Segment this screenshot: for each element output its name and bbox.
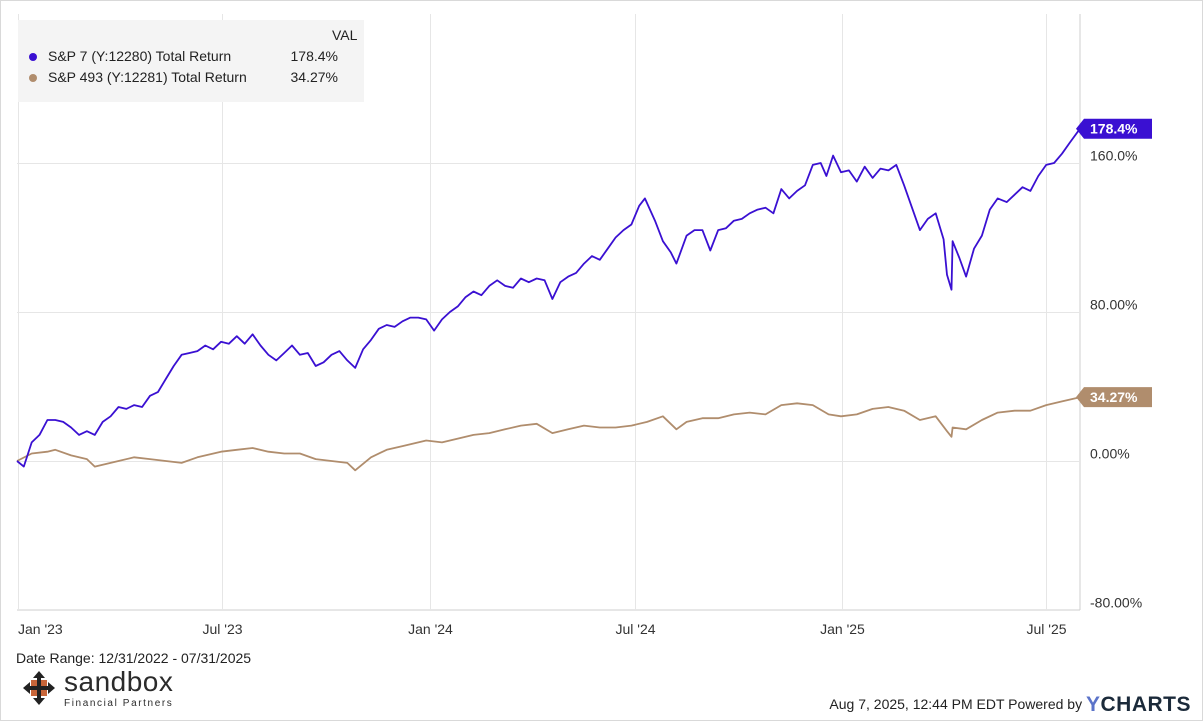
legend-entry-name: S&P 493 (Y:12281) Total Return xyxy=(48,69,247,85)
y-tick-label: -80.00% xyxy=(1090,595,1142,611)
x-axis: Jan '23 Jul '23 Jan '24 Jul '24 Jan '25 Jul '… xyxy=(18,621,1067,637)
series-line xyxy=(16,128,1081,468)
timestamp-text: Aug 7, 2025, 12:44 PM EDT Powered by xyxy=(829,696,1083,712)
x-tick-label: Jul '24 xyxy=(615,621,655,637)
series-lines xyxy=(16,128,1081,472)
footer-attribution: Aug 7, 2025, 12:44 PM EDT Powered by YCH… xyxy=(829,693,1191,717)
legend-entry-value: 34.27% xyxy=(290,69,338,85)
end-value-label: 178.4% xyxy=(1090,121,1138,137)
end-value-badge xyxy=(1076,387,1152,408)
end-value-label: 34.27% xyxy=(1090,389,1138,405)
x-tick-label: Jul '25 xyxy=(1026,621,1066,637)
legend-header: VAL xyxy=(332,27,358,43)
legend-entry-name: S&P 7 (Y:12280) Total Return xyxy=(48,48,232,64)
x-tick-label: Jul '23 xyxy=(202,621,242,637)
x-tick-label: Jan '25 xyxy=(820,621,865,637)
legend-dot-icon xyxy=(29,74,37,82)
brand-name: sandbox xyxy=(64,666,174,697)
end-value-badge xyxy=(1076,118,1152,139)
legend-entry-sp7[interactable]: S&P 7 (Y:12280) Total Return 178.4% xyxy=(18,48,364,68)
legend-entry-sp493[interactable]: S&P 493 (Y:12281) Total Return 34.27% xyxy=(18,69,364,89)
ycharts-logo-y: Y xyxy=(1085,693,1101,716)
date-range-text: Date Range: 12/31/2022 - 07/31/2025 xyxy=(16,650,252,666)
y-tick-label: 80.00% xyxy=(1090,297,1137,313)
legend-entry-value: 178.4% xyxy=(290,48,338,64)
end-labels: 178.4% 34.27% xyxy=(1076,118,1152,408)
legend-dot-icon xyxy=(29,53,37,61)
y-tick-label: 160.0% xyxy=(1090,148,1137,164)
sandbox-logo: sandbox Financial Partners xyxy=(22,666,222,712)
sandbox-arrows-icon xyxy=(23,671,55,705)
y-axis: 160.0% 80.00% 0.00% -80.00% xyxy=(1090,148,1142,611)
y-tick-label: 0.00% xyxy=(1090,446,1130,462)
grid xyxy=(17,14,1081,611)
ycharts-logo-rest: CHARTS xyxy=(1100,693,1191,716)
series-line xyxy=(16,396,1081,472)
x-tick-label: Jan '24 xyxy=(408,621,453,637)
x-tick-label: Jan '23 xyxy=(18,621,63,637)
brand-subtitle: Financial Partners xyxy=(64,698,174,709)
legend: VAL S&P 7 (Y:12280) Total Return 178.4% … xyxy=(18,20,364,102)
ycharts-logo[interactable]: YCHARTS xyxy=(1086,693,1191,716)
